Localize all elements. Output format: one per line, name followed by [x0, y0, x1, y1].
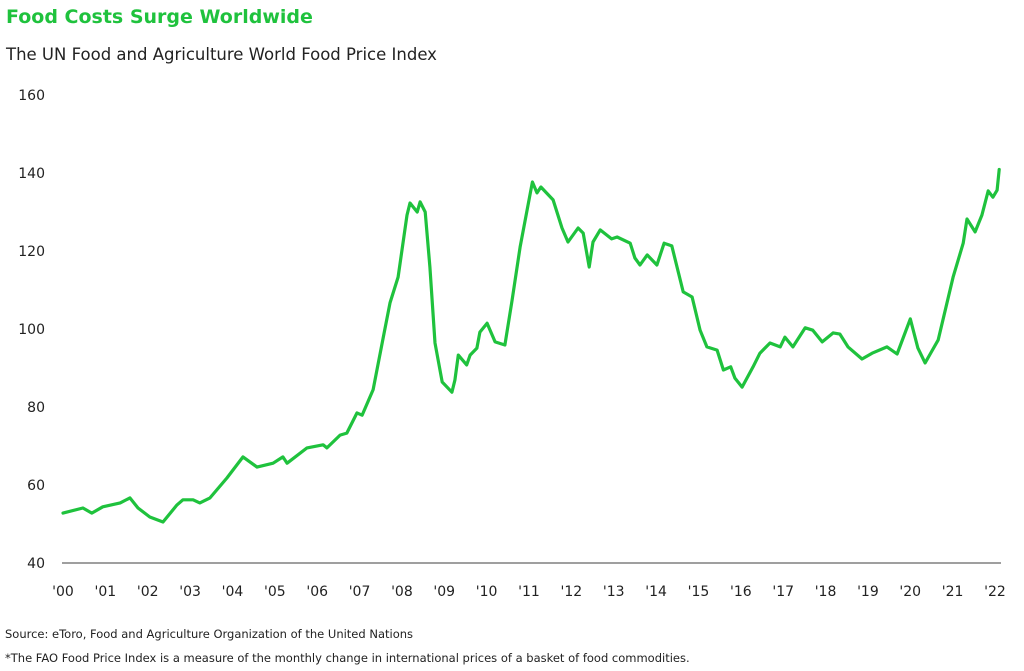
- x-tick-label: '00: [52, 584, 74, 600]
- x-tick-label: '09: [433, 584, 455, 600]
- y-tick-label: 120: [18, 244, 45, 260]
- x-tick-label: '01: [95, 584, 117, 600]
- x-tick-label: '14: [645, 584, 667, 600]
- x-tick-label: '08: [391, 584, 413, 600]
- y-tick-label: 40: [27, 556, 45, 572]
- x-tick-label: '15: [688, 584, 710, 600]
- y-tick-label: 100: [18, 322, 45, 338]
- x-tick-label: '12: [561, 584, 583, 600]
- y-tick-label: 140: [18, 166, 45, 182]
- x-tick-label: '10: [476, 584, 498, 600]
- x-tick-label: '02: [137, 584, 159, 600]
- x-tick-label: '05: [264, 584, 286, 600]
- y-tick-label: 80: [27, 400, 45, 416]
- x-tick-label: '17: [772, 584, 794, 600]
- footnote: *The FAO Food Price Index is a measure o…: [5, 651, 690, 665]
- x-tick-label: '20: [899, 584, 921, 600]
- x-axis-ticks: '00 '01 '02 '03 '04 '05 '06 '07 '08 '09 '10 '11 '12 '…: [52, 584, 1006, 600]
- x-tick-label: '06: [306, 584, 328, 600]
- x-tick-label: '19: [857, 584, 879, 600]
- x-tick-label: '03: [179, 584, 201, 600]
- x-tick-label: '22: [984, 584, 1006, 600]
- chart-subtitle: The UN Food and Agriculture World Food P…: [6, 45, 437, 64]
- x-tick-label: '13: [603, 584, 625, 600]
- y-axis-ticks: 160 140 120 100 80 60 40: [18, 88, 45, 572]
- x-tick-label: '07: [349, 584, 371, 600]
- x-tick-label: '16: [730, 584, 752, 600]
- chart-title: Food Costs Surge Worldwide: [6, 6, 313, 28]
- x-tick-label: '11: [518, 584, 540, 600]
- series-line-food-price-index: [61, 167, 1001, 524]
- x-tick-label: '21: [942, 584, 964, 600]
- y-tick-label: 60: [27, 478, 45, 494]
- y-tick-label: 160: [18, 88, 45, 104]
- source-note: Source: eToro, Food and Agriculture Orga…: [5, 627, 414, 641]
- x-tick-label: '04: [222, 584, 244, 600]
- x-tick-label: '18: [815, 584, 837, 600]
